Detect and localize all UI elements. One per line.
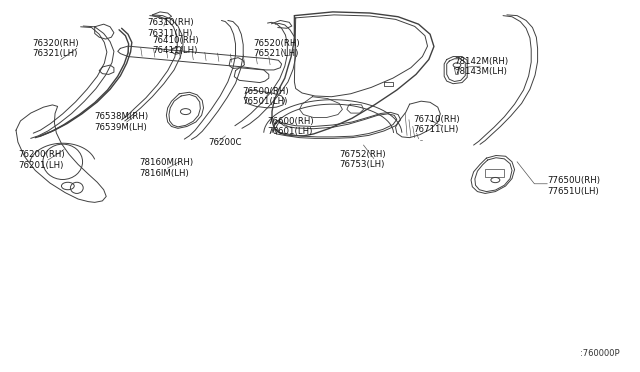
Text: 76752(RH)
76753(LH): 76752(RH) 76753(LH) [339,150,386,169]
Text: 78160M(RH)
7816lM(LH): 78160M(RH) 7816lM(LH) [140,158,194,178]
Text: 76310(RH)
76311(LH): 76310(RH) 76311(LH) [147,18,194,38]
Text: 76600(RH)
76601(LH): 76600(RH) 76601(LH) [268,117,314,136]
Text: 76710(RH)
76711(LH): 76710(RH) 76711(LH) [413,115,460,134]
Text: 76410(RH)
76411(LH): 76410(RH) 76411(LH) [152,36,199,55]
Text: :760000P: :760000P [580,349,620,358]
Text: 76200(RH)
76201(LH): 76200(RH) 76201(LH) [18,150,65,170]
Text: 76538M(RH)
76539M(LH): 76538M(RH) 76539M(LH) [95,112,149,132]
Text: 77650U(RH)
77651U(LH): 77650U(RH) 77651U(LH) [547,176,600,196]
Text: 78142M(RH)
78143M(LH): 78142M(RH) 78143M(LH) [454,57,509,76]
Text: 76520(RH)
76521(LH): 76520(RH) 76521(LH) [253,39,300,58]
Text: 76500(RH)
76501(LH): 76500(RH) 76501(LH) [242,87,289,106]
Text: 76320(RH)
76321(LH): 76320(RH) 76321(LH) [32,39,79,58]
Text: 76200C: 76200C [209,138,242,147]
